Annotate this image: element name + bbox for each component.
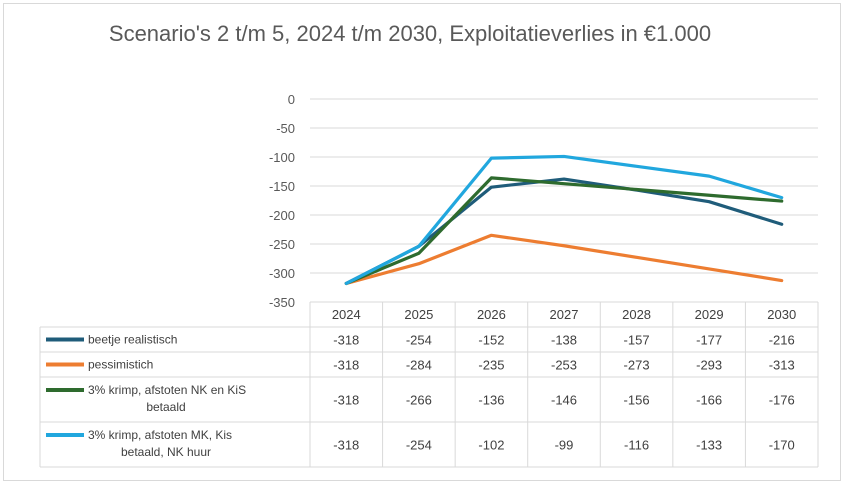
data-label: -99	[555, 438, 574, 453]
x-tick-label: 2029	[695, 307, 724, 322]
x-tick-label: 2028	[622, 307, 651, 322]
data-label: -166	[696, 393, 722, 408]
data-label: -136	[478, 393, 504, 408]
y-tick-label: -300	[269, 266, 295, 281]
data-label: -254	[406, 333, 432, 348]
x-tick-label: 2025	[404, 307, 433, 322]
data-label: -318	[333, 333, 359, 348]
data-label: -176	[769, 393, 795, 408]
data-label: -273	[624, 358, 650, 373]
data-label: -102	[478, 438, 504, 453]
y-tick-label: -250	[269, 237, 295, 252]
data-table: 2024 2025 2026 2027 2028 2029 2030 beetje reali…	[39, 301, 819, 468]
series-line	[344, 176, 784, 286]
y-tick-label: -100	[269, 150, 295, 165]
data-label: -216	[769, 333, 795, 348]
data-label: -266	[406, 393, 432, 408]
series-line	[344, 233, 784, 286]
y-tick-label: 0	[288, 92, 295, 107]
legend-label: 3% krimp, afstoten NK en KiS betaald	[88, 383, 246, 414]
data-label: -254	[406, 438, 432, 453]
x-tick-label: 2030	[767, 307, 796, 322]
y-tick-label: -50	[276, 121, 295, 136]
series-lines	[344, 154, 784, 286]
x-tick-label: 2026	[477, 307, 506, 322]
data-label: -293	[696, 358, 722, 373]
chart-title: Scenario's 2 t/m 5, 2024 t/m 2030, Explo…	[108, 21, 712, 46]
x-tick-label: 2024	[332, 307, 361, 322]
data-label: -156	[624, 393, 650, 408]
series-line	[344, 154, 784, 286]
data-label: -253	[551, 358, 577, 373]
y-tick-label: -350	[269, 295, 295, 310]
data-label: -318	[333, 393, 359, 408]
y-tick-label: -150	[269, 179, 295, 194]
data-label: -284	[406, 358, 432, 373]
data-label: -313	[769, 358, 795, 373]
data-label: -177	[696, 333, 722, 348]
data-label: -318	[333, 358, 359, 373]
y-axis-ticks: 0 -50 -100 -150 -200 -250 -300 -350	[269, 92, 295, 310]
legend-label: 3% krimp, afstoten MK, Kis betaald, NK hu…	[88, 428, 232, 459]
legend-label: pessimistich	[88, 358, 153, 372]
y-tick-label: -200	[269, 208, 295, 223]
data-label: -152	[478, 333, 504, 348]
legend-label: beetje realistisch	[88, 333, 177, 347]
data-label: -318	[333, 438, 359, 453]
data-label: -138	[551, 333, 577, 348]
data-label: -133	[696, 438, 722, 453]
data-label: -116	[624, 438, 649, 453]
data-label: -146	[551, 393, 577, 408]
data-label: -170	[769, 438, 795, 453]
data-label: -235	[478, 358, 504, 373]
data-label: -157	[624, 333, 650, 348]
x-tick-label: 2027	[550, 307, 579, 322]
